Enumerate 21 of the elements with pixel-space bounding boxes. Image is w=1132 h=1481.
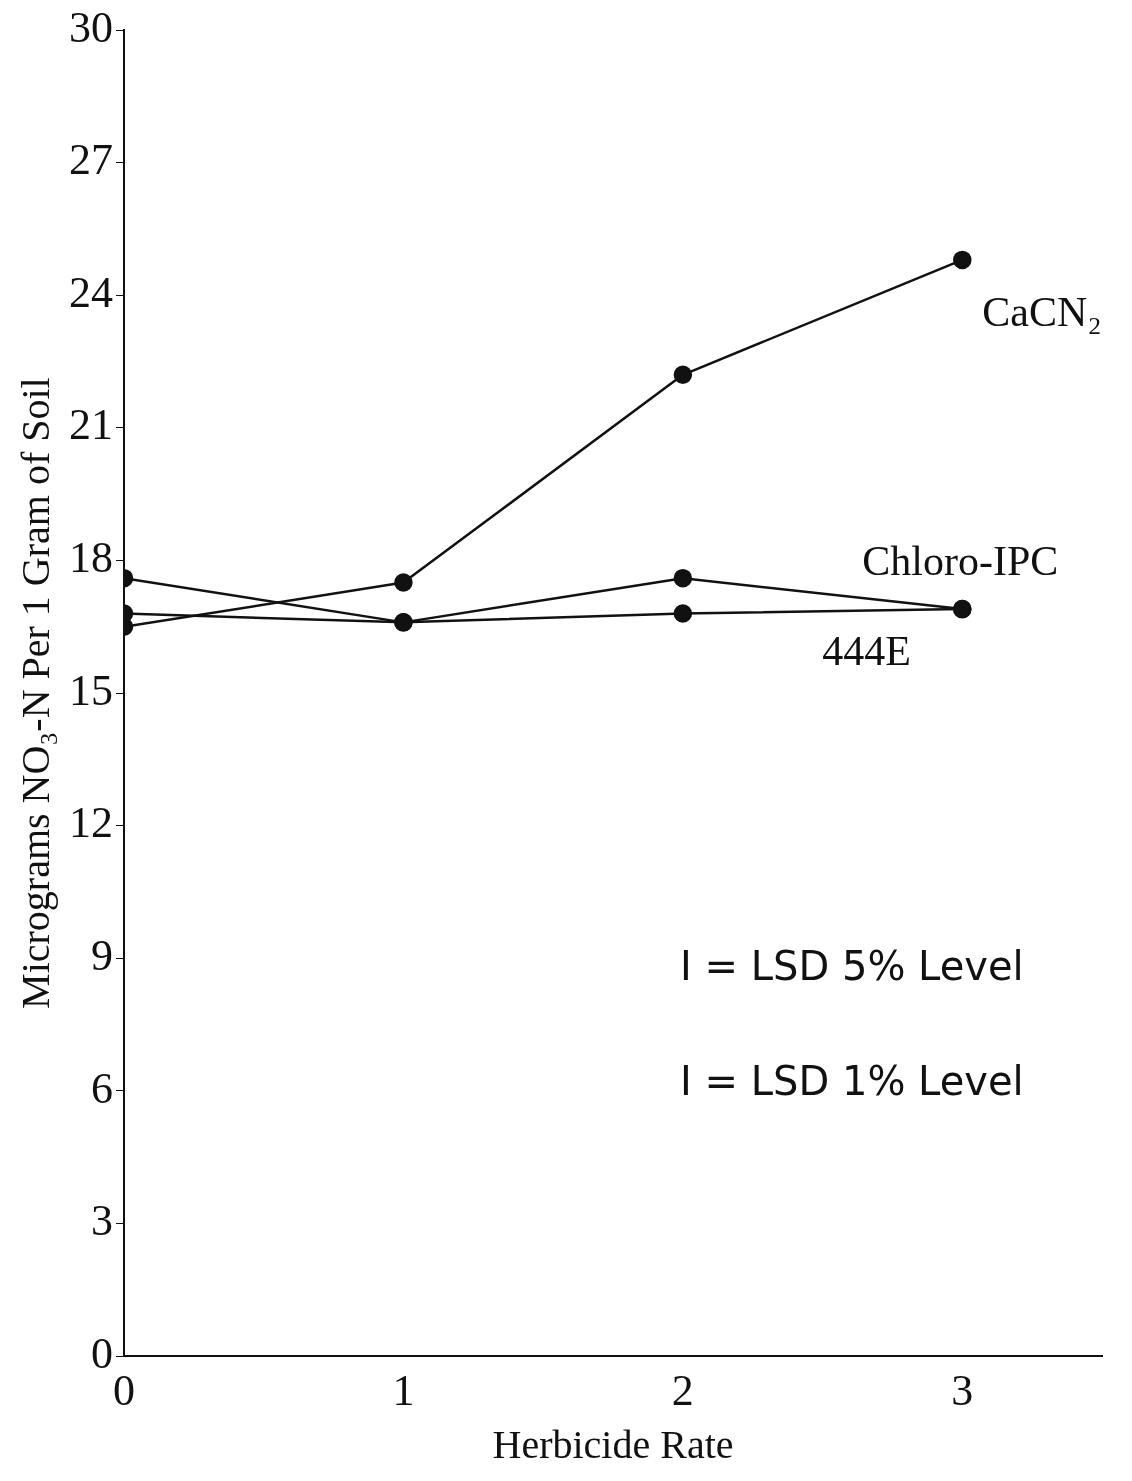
y-tick-label: 15 <box>69 665 113 715</box>
y-tick-label: 18 <box>69 533 113 583</box>
y-tick-label: 0 <box>91 1328 113 1378</box>
series-label: 444E <box>822 628 911 675</box>
annotation: I = LSD 5% Level <box>680 943 1024 990</box>
y-tick-label: 21 <box>69 400 113 450</box>
y-tick-label: 24 <box>69 267 113 317</box>
x-tick-label: 3 <box>951 1366 974 1416</box>
y-tick-label: 12 <box>69 798 113 848</box>
y-tick-label: 9 <box>91 930 113 980</box>
series-label: CaCN₂ <box>982 288 1102 335</box>
y-tick-label: 6 <box>91 1063 113 1113</box>
y-tick-label: 3 <box>91 1196 113 1246</box>
series-label: Chloro-IPC <box>862 538 1059 585</box>
x-tick-label: 2 <box>671 1366 694 1416</box>
x-axis-title: Herbicide Rate <box>492 1421 734 1467</box>
x-tick-label: 1 <box>392 1366 415 1416</box>
y-axis-title: Micrograms NO₃-N Per 1 Gram of Soil <box>12 377 58 1009</box>
annotation: I = LSD 1% Level <box>680 1058 1024 1105</box>
y-tick-label: 30 <box>69 2 113 52</box>
y-tick-label: 27 <box>69 135 113 185</box>
